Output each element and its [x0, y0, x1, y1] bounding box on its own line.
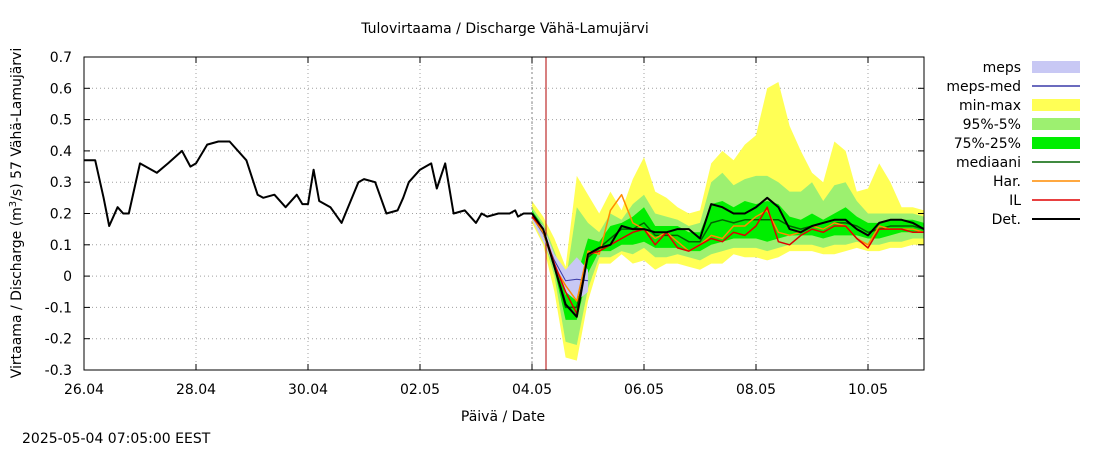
- y-axis-ticks: -0.3 -0.2 -0.1 0 0.1 0.2 0.3 0.4 0.5 0.6 0.7: [45, 50, 924, 379]
- legend: meps meps-med min-max 95%-5% 75%-25% mediaani…: [946, 60, 1080, 228]
- legend-swatch-p95_5: [1032, 118, 1080, 130]
- x-tick-label: 04.05: [512, 382, 552, 398]
- y-axis-label-sup: 3: [8, 201, 19, 207]
- y-tick-label: 0.5: [50, 113, 72, 129]
- y-tick-label: 0.2: [50, 207, 72, 223]
- y-tick-label: -0.2: [45, 332, 72, 348]
- legend-swatch-minmax: [1032, 99, 1080, 111]
- legend-swatch-p75_25: [1032, 137, 1080, 149]
- legend-label-har: Har.: [993, 174, 1021, 190]
- y-tick-label: -0.3: [45, 363, 72, 379]
- legend-label-det: Det.: [992, 212, 1021, 228]
- y-tick-label: 0.4: [50, 144, 72, 160]
- y-tick-label: -0.1: [45, 300, 72, 316]
- x-axis-label: Päivä / Date: [461, 409, 545, 425]
- x-tick-label: 02.05: [400, 382, 440, 398]
- y-tick-label: 0: [63, 269, 72, 285]
- legend-label-meps_med: meps-med: [946, 79, 1021, 95]
- x-tick-label: 26.04: [64, 382, 104, 398]
- series-lines: [84, 57, 925, 370]
- x-tick-label: 10.05: [848, 382, 888, 398]
- series-observed-line: [84, 140, 532, 227]
- y-tick-label: 0.3: [50, 175, 72, 191]
- y-axis-label-tail: /s) 57 Vähä-Lamujärvi: [9, 48, 25, 201]
- y-axis-label: Virtaama / Discharge (m3/s) 57 Vähä-Lamu…: [8, 48, 25, 379]
- legend-label-minmax: min-max: [959, 98, 1021, 114]
- legend-label-p95_5: 95%-5%: [963, 117, 1021, 133]
- timestamp: 2025-05-04 07:05:00 EEST: [22, 431, 211, 447]
- x-tick-label: 28.04: [176, 382, 216, 398]
- y-tick-label: 0.1: [50, 238, 72, 254]
- y-tick-label: 0.6: [50, 81, 72, 97]
- x-tick-label: 30.04: [288, 382, 328, 398]
- series-il-line: [531, 206, 924, 315]
- legend-label-median: mediaani: [956, 155, 1021, 171]
- legend-label-meps: meps: [983, 60, 1021, 76]
- y-tick-label: 0.7: [50, 50, 72, 66]
- legend-label-p75_25: 75%-25%: [954, 136, 1021, 152]
- legend-label-il: IL: [1009, 193, 1021, 209]
- x-axis-ticks: 26.04 28.04 30.04 02.05 04.05 06.05 08.05 10.05: [64, 57, 888, 398]
- y-axis-label-main: Virtaama / Discharge (m: [9, 207, 25, 378]
- x-tick-label: 08.05: [736, 382, 776, 398]
- x-tick-label: 06.05: [624, 382, 664, 398]
- chart-title: Tulovirtaama / Discharge Vähä-Lamujärvi: [360, 21, 649, 37]
- series-det-line: [531, 196, 925, 318]
- legend-swatch-meps: [1032, 61, 1080, 73]
